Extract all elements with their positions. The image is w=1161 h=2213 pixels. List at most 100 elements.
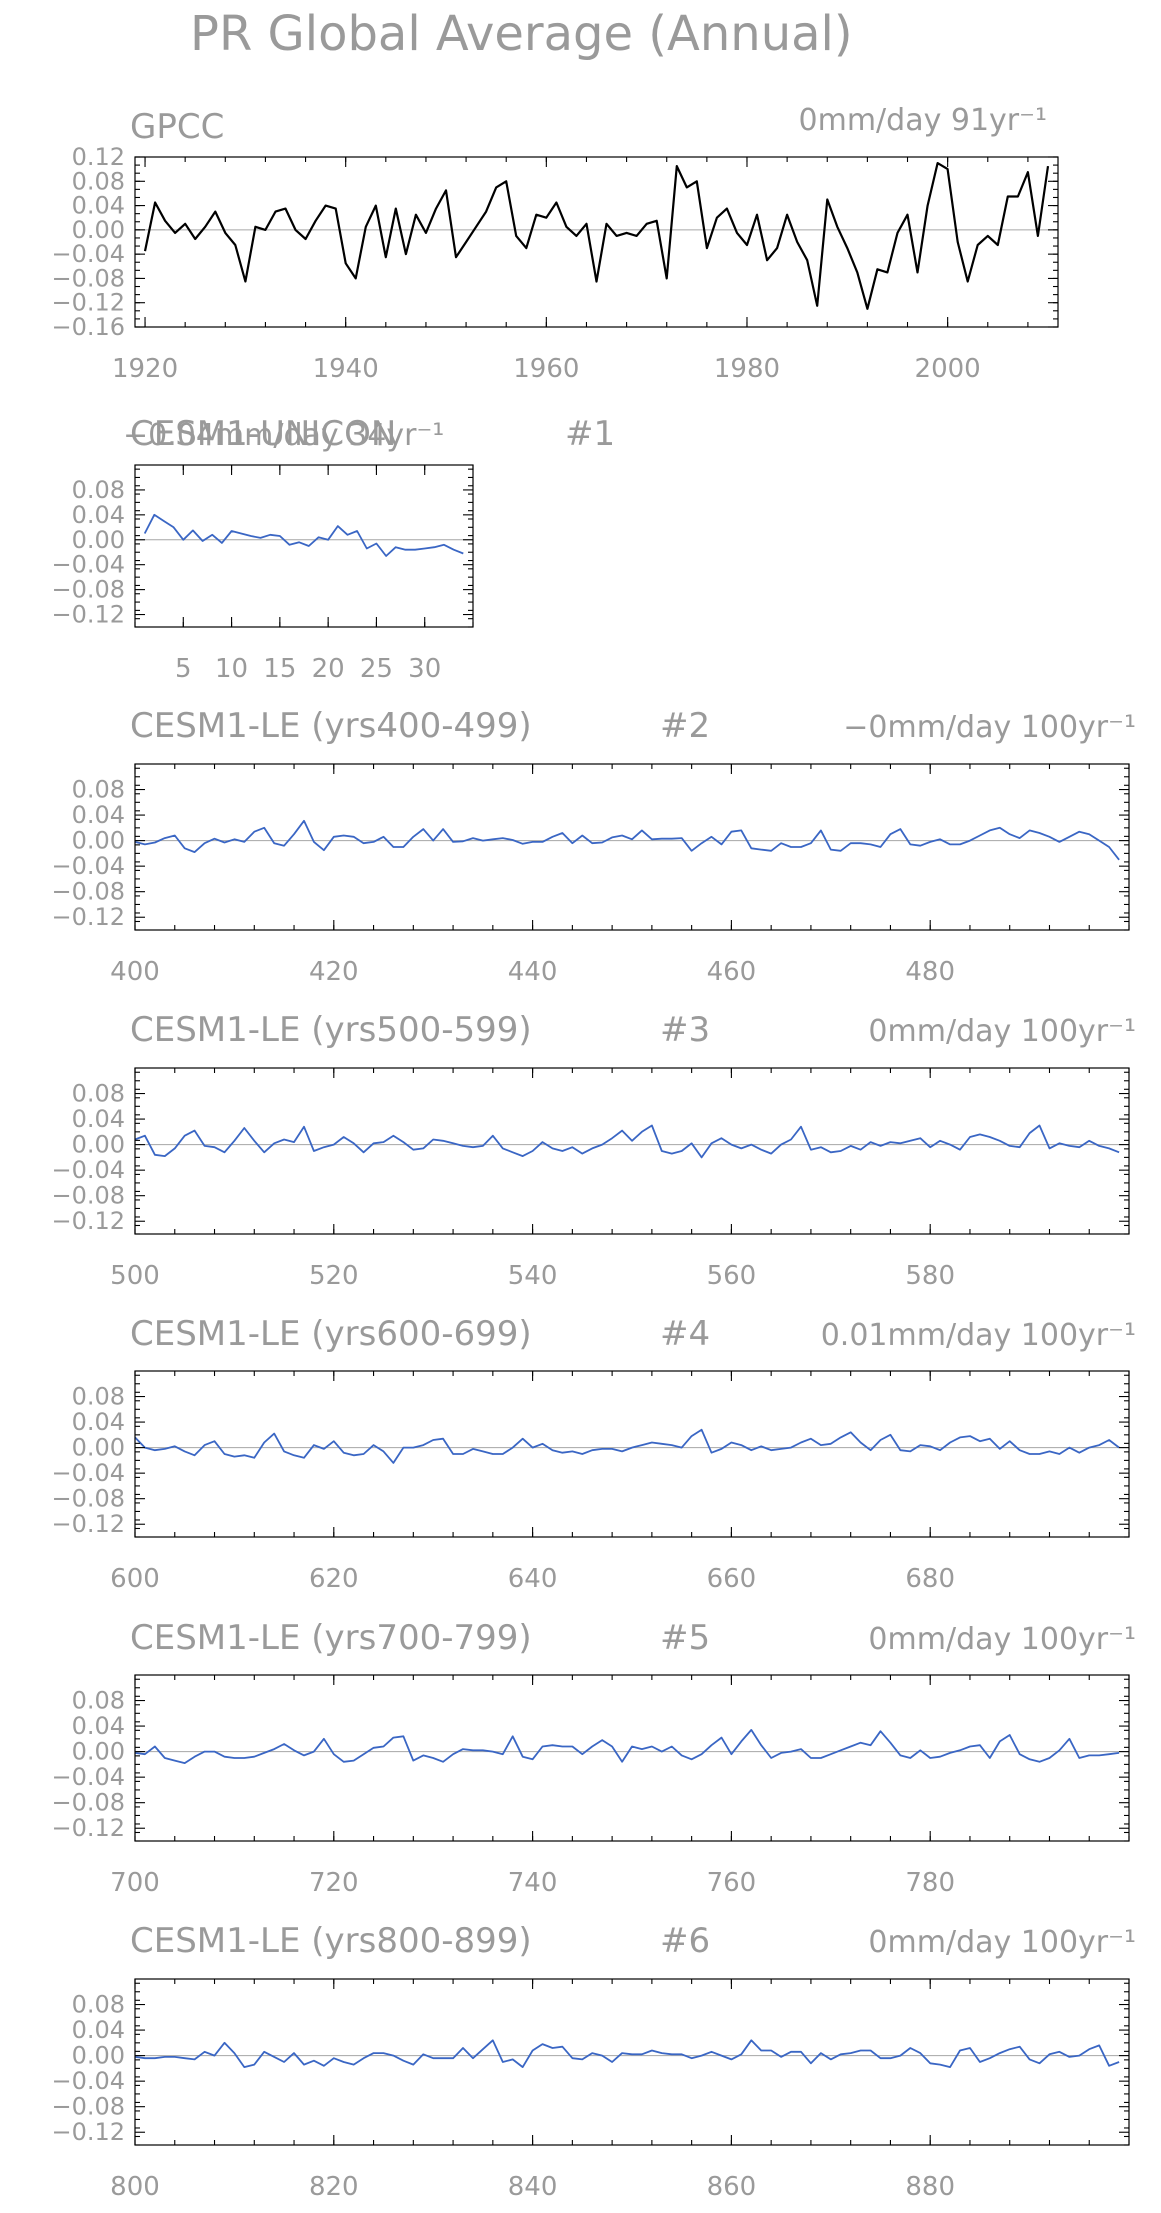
panel-title: CESM1-UNICON — [130, 414, 396, 454]
x-tick-label: 2000 — [915, 354, 981, 384]
y-tick-label: 0.04 — [72, 801, 125, 829]
y-tick-label: −0.08 — [51, 2093, 125, 2121]
y-tick-label: 0.00 — [72, 526, 125, 554]
y-tick-label: −0.12 — [51, 1207, 125, 1235]
y-tick-label: −0.08 — [51, 576, 125, 604]
y-tick-label: −0.04 — [51, 240, 125, 268]
panel-title: CESM1-LE (yrs500-599) — [130, 1010, 532, 1050]
x-tick-label: 480 — [905, 957, 955, 987]
x-tick-label: 740 — [508, 1868, 558, 1898]
y-tick-label: −0.12 — [51, 289, 125, 317]
x-tick-label: 400 — [110, 957, 160, 987]
y-tick-label: −0.08 — [51, 1182, 125, 1210]
x-tick-label: 1980 — [714, 354, 780, 384]
panel-trend: 0mm/day 91yr⁻¹ — [799, 103, 1047, 138]
x-tick-label: 15 — [263, 654, 296, 684]
series-line — [143, 513, 464, 557]
y-tick-label: 0.00 — [72, 1131, 125, 1159]
series-line — [134, 819, 1120, 861]
y-tick-label: −0.08 — [51, 264, 125, 292]
y-tick-label: 0.08 — [72, 1080, 125, 1108]
x-tick-label: 1940 — [313, 354, 379, 384]
y-tick-label: 0.08 — [72, 1991, 125, 2019]
y-tick-label: 0.08 — [72, 1383, 125, 1411]
x-tick-label: 1920 — [112, 354, 178, 384]
x-tick-label: 680 — [905, 1564, 955, 1594]
panel-le-700: CESM1-LE (yrs700-799) #5 0mm/day 100yr⁻¹… — [51, 1618, 1136, 1898]
y-tick-label: 0.12 — [72, 143, 125, 171]
y-tick-label: 0.00 — [72, 1738, 125, 1766]
panel-run-label: #6 — [660, 1921, 710, 1961]
series-line — [134, 1428, 1120, 1464]
x-tick-label: 5 — [175, 654, 192, 684]
x-tick-label: 840 — [508, 2172, 558, 2202]
panel-run-label: #1 — [565, 414, 615, 454]
x-tick-label: 660 — [707, 1564, 757, 1594]
plot-frame — [134, 464, 474, 628]
x-tick-label: 560 — [707, 1261, 757, 1291]
y-tick-label: −0.04 — [51, 1156, 125, 1184]
x-tick-label: 780 — [905, 1868, 955, 1898]
panel-axes: 0.080.040.00−0.04−0.08−0.12 700 720 740 760 7… — [51, 1674, 1130, 1898]
x-tick-label: 540 — [508, 1261, 558, 1291]
x-tick-label: 720 — [309, 1868, 359, 1898]
panel-axes: 0.080.040.00−0.04−0.08−0.12 800 820 840 860 8… — [51, 1978, 1130, 2202]
y-tick-label: −0.04 — [51, 1459, 125, 1487]
panel-le-500: CESM1-LE (yrs500-599) #3 0mm/day 100yr⁻¹… — [51, 1010, 1136, 1291]
panel-title: CESM1-LE (yrs700-799) — [130, 1618, 532, 1658]
y-tick-label: −0.12 — [51, 601, 125, 629]
y-tick-label: −0.12 — [51, 1510, 125, 1538]
y-tick-label: −0.16 — [51, 313, 125, 341]
y-tick-label: 0.08 — [72, 1687, 125, 1715]
y-tick-label: −0.08 — [51, 878, 125, 906]
x-tick-label: 1960 — [513, 354, 579, 384]
x-tick-label: 860 — [707, 2172, 757, 2202]
y-tick-label: −0.04 — [51, 852, 125, 880]
panel-title: CESM1-LE (yrs600-699) — [130, 1314, 532, 1354]
x-tick-label: 420 — [309, 957, 359, 987]
panel-title: CESM1-LE (yrs400-499) — [130, 706, 532, 746]
x-tick-label: 760 — [707, 1868, 757, 1898]
panel-trend: −0mm/day 100yr⁻¹ — [843, 710, 1136, 745]
x-tick-label: 500 — [110, 1261, 160, 1291]
y-tick-label: 0.00 — [72, 216, 125, 244]
y-tick-label: 0.08 — [72, 167, 125, 195]
y-tick-label: 0.04 — [72, 501, 125, 529]
x-tick-label: 640 — [508, 1564, 558, 1594]
panel-run-label: #2 — [660, 706, 710, 746]
x-tick-label: 520 — [309, 1261, 359, 1291]
panel-run-label: #3 — [660, 1010, 710, 1050]
panel-trend: 0mm/day 100yr⁻¹ — [868, 1925, 1136, 1960]
x-tick-label: 440 — [508, 957, 558, 987]
y-tick-label: 0.04 — [72, 192, 125, 220]
y-tick-label: 0.04 — [72, 1712, 125, 1740]
y-tick-label: −0.04 — [51, 2067, 125, 2095]
panel-trend: 0.01mm/day 100yr⁻¹ — [821, 1318, 1136, 1353]
panel-title: CESM1-LE (yrs800-899) — [130, 1921, 532, 1961]
plot-frame — [134, 763, 1130, 931]
panel-trend: 0mm/day 100yr⁻¹ — [868, 1622, 1136, 1657]
x-tick-label: 620 — [309, 1564, 359, 1594]
panel-axes: 0.080.040.00−0.04−0.08−0.12 600 620 640 660 6… — [51, 1370, 1130, 1594]
panel-trend: 0mm/day 100yr⁻¹ — [868, 1014, 1136, 1049]
panel-axes: 0.120.080.040.00−0.04−0.08−0.12−0.16 1920… — [51, 143, 1059, 384]
panel-le-400: CESM1-LE (yrs400-499) #2 −0mm/day 100yr⁻… — [51, 706, 1136, 987]
panel-le-600: CESM1-LE (yrs600-699) #4 0.01mm/day 100y… — [51, 1314, 1136, 1594]
y-tick-label: −0.04 — [51, 1763, 125, 1791]
plot-frame — [134, 1978, 1130, 2146]
x-tick-label: 460 — [707, 957, 757, 987]
x-tick-label: 20 — [312, 654, 345, 684]
plot-frame — [134, 156, 1059, 328]
x-tick-label: 800 — [110, 2172, 160, 2202]
panel-run-label: #5 — [660, 1618, 710, 1658]
y-tick-label: 0.04 — [72, 1105, 125, 1133]
y-tick-label: 0.08 — [72, 476, 125, 504]
y-tick-label: 0.04 — [72, 1408, 125, 1436]
series-line — [134, 1124, 1120, 1159]
x-tick-label: 10 — [215, 654, 248, 684]
page-title: PR Global Average (Annual) — [190, 6, 853, 62]
plot-frame — [134, 1067, 1130, 1235]
panel-unicon: CESM1-UNICON −0.04mm/day 34yr⁻¹ #1 0.080… — [51, 414, 615, 684]
panel-gpcc: GPCC 0mm/day 91yr⁻¹ 0.120.080.040.00−0.0… — [51, 103, 1059, 384]
